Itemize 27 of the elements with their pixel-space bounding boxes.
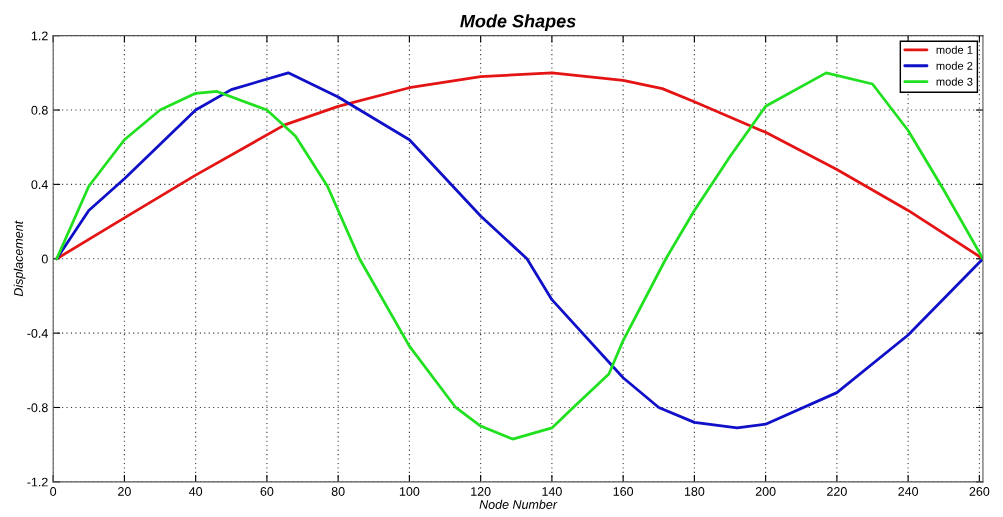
x-tick-label: 20 bbox=[118, 487, 131, 496]
x-tick-label: 80 bbox=[331, 487, 345, 496]
y-tick-label: -0.4 bbox=[27, 328, 48, 338]
legend-label: mode 1 bbox=[936, 45, 973, 54]
x-tick-label: 60 bbox=[260, 487, 274, 496]
chart-title: Mode Shapes bbox=[460, 14, 576, 32]
x-tick-label: 140 bbox=[542, 487, 562, 496]
legend-label: mode 3 bbox=[936, 77, 973, 86]
y-tick-label: -0.8 bbox=[27, 403, 48, 413]
y-tick-label: 0.8 bbox=[31, 105, 48, 115]
y-tick-label: -1.2 bbox=[27, 477, 48, 487]
x-tick-label: 200 bbox=[755, 487, 776, 496]
x-tick-label: 220 bbox=[827, 487, 847, 496]
x-tick-label: 180 bbox=[684, 487, 705, 496]
x-tick-label: 160 bbox=[613, 487, 634, 496]
y-tick-label: 0 bbox=[41, 254, 48, 264]
x-tick-label: 120 bbox=[471, 487, 491, 496]
x-tick-label: 240 bbox=[898, 487, 919, 496]
y-axis-title: Displacement bbox=[13, 220, 26, 297]
x-axis-title: Node Number bbox=[479, 499, 558, 509]
legend-label: mode 2 bbox=[936, 61, 973, 70]
y-tick-label: 0.4 bbox=[31, 180, 48, 190]
y-tick-label: 1.2 bbox=[31, 31, 48, 41]
x-tick-label: 40 bbox=[188, 487, 203, 496]
x-tick-label: 260 bbox=[969, 487, 990, 496]
x-tick-label: 100 bbox=[399, 487, 420, 496]
x-tick-label: 0 bbox=[50, 487, 57, 496]
